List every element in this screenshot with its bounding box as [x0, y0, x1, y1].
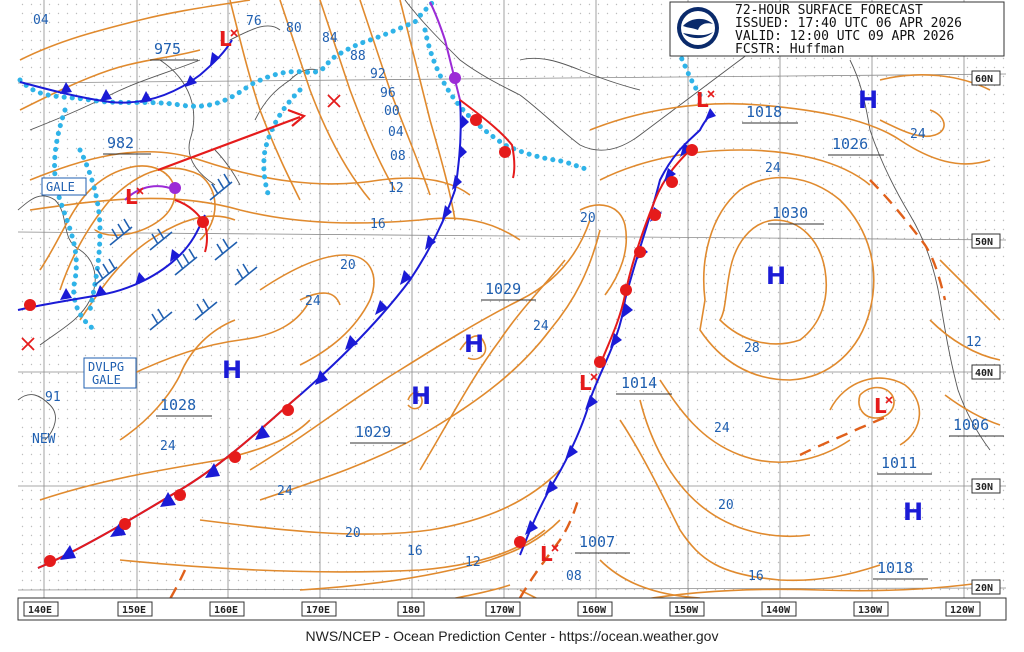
noaa-logo [677, 7, 719, 49]
lon-label: 120W [950, 605, 975, 616]
pressure-label-1011: 1011 [881, 454, 917, 472]
isobar-label: 24 [714, 421, 730, 436]
isobar-label: 12 [388, 181, 404, 196]
warning-gale: GALE [41, 177, 87, 196]
isobar-label: 80 [286, 21, 302, 36]
front-markers [24, 52, 716, 567]
low-pressure-centers: L L L L L L [125, 27, 893, 566]
header-issued: ISSUED: 17:40 UTC 06 APR 2026 [735, 16, 962, 31]
pressure-label-975: 975 [154, 40, 181, 58]
longitude-labels: 140E 150E 160E 170E 180 170W 160W 150W 1… [23, 601, 981, 617]
pressure-label-1007: 1007 [579, 533, 615, 551]
isobar-labels: 04 76 80 84 88 92 96 00 04 08 12 16 20 2… [32, 13, 982, 584]
warning-gale-text: GALE [92, 373, 121, 387]
warning-dvlpg-gale: DVLPG GALE [83, 357, 137, 389]
header-valid: VALID: 12:00 UTC 09 APR 2026 [735, 29, 954, 44]
cross-markers [21, 94, 341, 351]
footer-credit: NWS/NCEP - Ocean Prediction Center - htt… [306, 628, 719, 644]
isobar-label: 84 [322, 31, 338, 46]
wind-barbs [94, 173, 258, 331]
lat-label: 50N [975, 237, 993, 248]
lat-label: 30N [975, 482, 993, 493]
isobar-label: 92 [370, 67, 386, 82]
forecast-header: 72-HOUR SURFACE FORECAST ISSUED: 17:40 U… [669, 1, 1005, 57]
lon-label: 150W [674, 605, 699, 616]
isobar-label: 04 [388, 125, 404, 140]
lon-label: 170E [306, 605, 330, 616]
lat-label: 60N [975, 74, 993, 85]
lon-label: 160E [214, 605, 238, 616]
isobar-label: 24 [305, 294, 321, 309]
pressure-label-1029: 1029 [485, 280, 521, 298]
header-title: 72-HOUR SURFACE FORECAST [735, 3, 923, 18]
isobar-label: 20 [580, 211, 596, 226]
low-symbol: L [874, 394, 887, 418]
lon-label: 160W [582, 605, 607, 616]
isobar-label: 88 [350, 49, 366, 64]
lon-label: 130W [858, 605, 883, 616]
warning-dvlpg-text: DVLPG [88, 360, 124, 374]
isobar-label: 28 [744, 341, 760, 356]
high-symbol: H [464, 330, 484, 358]
isobar-label: 20 [340, 258, 356, 273]
pressure-label-1018b: 1018 [877, 559, 913, 577]
isobar-label: 04 [33, 13, 49, 28]
storm-track-arrow [157, 108, 307, 172]
isobar-label: 24 [533, 319, 549, 334]
pressure-labels: 975 982 1029 1028 1029 1014 1018 1026 10… [103, 40, 1004, 580]
isobar-label: 08 [566, 569, 582, 584]
high-pressure-centers: H H H H H H [222, 86, 923, 526]
isobar-label: 16 [407, 544, 423, 559]
low-symbol: L [696, 88, 709, 112]
isobar-label: 24 [160, 439, 176, 454]
high-symbol: H [903, 498, 923, 526]
isobar-label: 76 [246, 14, 262, 29]
high-symbol: H [766, 262, 786, 290]
lat-label: 20N [975, 583, 993, 594]
lon-label: 140W [766, 605, 791, 616]
high-symbol: H [411, 382, 431, 410]
header-forecaster: FCSTR: Huffman [735, 42, 845, 57]
warning-gale-text: GALE [46, 180, 75, 194]
isobar-label: 91 [45, 390, 61, 405]
pressure-label-1030: 1030 [772, 204, 808, 222]
low-symbol: L [579, 371, 592, 395]
isobar-label: 16 [748, 569, 764, 584]
isobar-label: 24 [277, 484, 293, 499]
lon-label: 170W [490, 605, 515, 616]
pressure-label-982: 982 [107, 134, 134, 152]
high-symbol: H [858, 86, 878, 114]
low-symbol: L [540, 542, 553, 566]
pressure-label-1006: 1006 [953, 416, 989, 434]
lon-label: 150E [122, 605, 146, 616]
pressure-label-1018: 1018 [746, 103, 782, 121]
isobar-label: 20 [718, 498, 734, 513]
isobar-label: 00 [384, 104, 400, 119]
pressure-label-1028: 1028 [160, 396, 196, 414]
isobar-label: 96 [380, 86, 396, 101]
pressure-label-1029b: 1029 [355, 423, 391, 441]
isobars [19, 0, 1001, 621]
pressure-label-1014: 1014 [621, 374, 657, 392]
isobar-label: 08 [390, 149, 406, 164]
isobar-label: NEW [32, 432, 56, 447]
isobar-label: 12 [465, 555, 481, 570]
lat-label: 40N [975, 368, 993, 379]
isobar-label: 24 [765, 161, 781, 176]
lon-label: 180 [402, 605, 420, 616]
high-symbol: H [222, 356, 242, 384]
pressure-label-1026: 1026 [832, 135, 868, 153]
low-symbol: L [219, 27, 232, 51]
isobar-label: 24 [910, 127, 926, 142]
isobar-label: 20 [345, 526, 361, 541]
lon-label: 140E [28, 605, 52, 616]
isobar-label: 16 [370, 217, 386, 232]
isobar-label: 12 [966, 335, 982, 350]
low-symbol: L [125, 185, 138, 209]
latitude-labels: 60N 50N 40N 30N 20N [971, 70, 1001, 595]
